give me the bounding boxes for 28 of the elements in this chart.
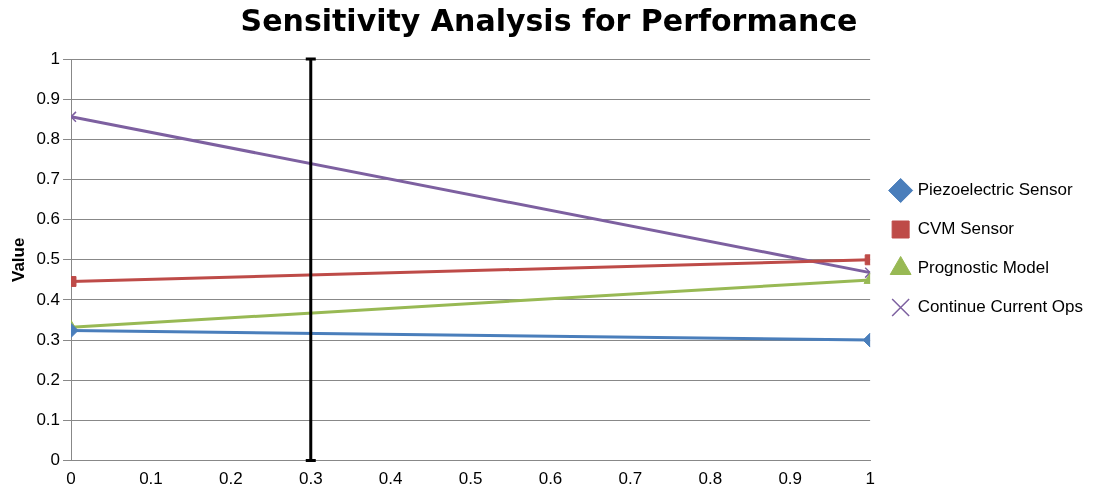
- legend-label: Prognostic Model: [917, 258, 1049, 278]
- y-tick-label: 0.2: [36, 369, 61, 389]
- y-tick-label: 0.9: [36, 88, 61, 108]
- x-tick-label: 0.4: [378, 469, 403, 489]
- x-tick-label: 0.2: [219, 469, 243, 489]
- x-tick-label: 0: [66, 469, 76, 489]
- legend-label: Continue Current Ops: [917, 297, 1084, 317]
- y-tick-label: 0.7: [36, 169, 61, 189]
- y-axis-title: Value: [8, 237, 28, 283]
- legend-label: Piezoelectric Sensor: [917, 180, 1073, 200]
- legend-label: CVM Sensor: [917, 219, 1015, 239]
- x-tick-label: 0.8: [698, 469, 723, 489]
- x-tick-label: 0.5: [458, 469, 483, 489]
- y-tick-label: 0.6: [36, 209, 61, 229]
- chart-title: Sensitivity Analysis for Performance: [240, 2, 858, 38]
- y-tick-label: 0.5: [36, 249, 61, 269]
- y-tick-label: 0.1: [36, 410, 61, 430]
- y-tick-label: 1: [50, 48, 61, 68]
- x-tick-label: 1: [865, 469, 875, 489]
- x-tick-label: 0.6: [538, 469, 563, 489]
- y-tick-label: 0.3: [36, 329, 61, 349]
- y-tick-label: 0.8: [36, 129, 61, 149]
- x-tick-label: 0.7: [618, 469, 643, 489]
- y-tick-label: 0: [50, 450, 61, 470]
- x-tick-label: 0.9: [778, 469, 803, 489]
- x-tick-label: 0.3: [298, 469, 323, 489]
- x-tick-label: 0.1: [139, 469, 163, 489]
- y-tick-label: 0.4: [36, 289, 61, 309]
